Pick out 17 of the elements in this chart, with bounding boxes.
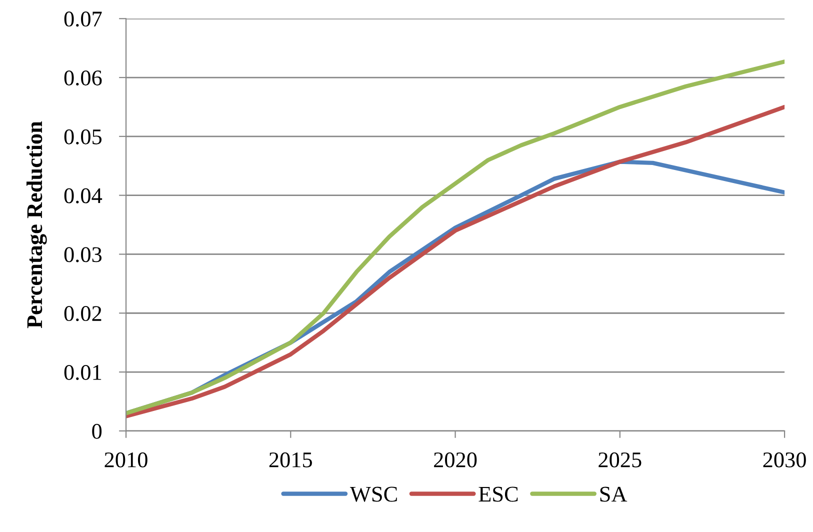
x-tick-label: 2030 [763, 452, 806, 468]
y-tick-label: 0.04 [64, 188, 102, 204]
y-tick-label: 0 [92, 424, 102, 439]
x-tick-label: 2025 [598, 452, 642, 468]
legend-label: ESC [478, 486, 518, 502]
x-tick-label: 2020 [434, 452, 477, 468]
x-tick-label: 2010 [104, 452, 148, 468]
y-tick-label: 0.05 [64, 129, 102, 144]
y-tick-label: 0.07 [64, 12, 102, 27]
y-axis-title: Percentage Reduction [26, 121, 47, 328]
y-tick-label: 0.03 [64, 247, 102, 262]
y-tick-label: 0.01 [64, 364, 102, 380]
legend-label: WSC [350, 486, 397, 502]
y-tick-label: 0.02 [64, 306, 102, 322]
legend-label: SA [600, 486, 628, 502]
y-tick-label: 0.06 [64, 70, 102, 86]
x-tick-label: 2015 [269, 452, 312, 468]
